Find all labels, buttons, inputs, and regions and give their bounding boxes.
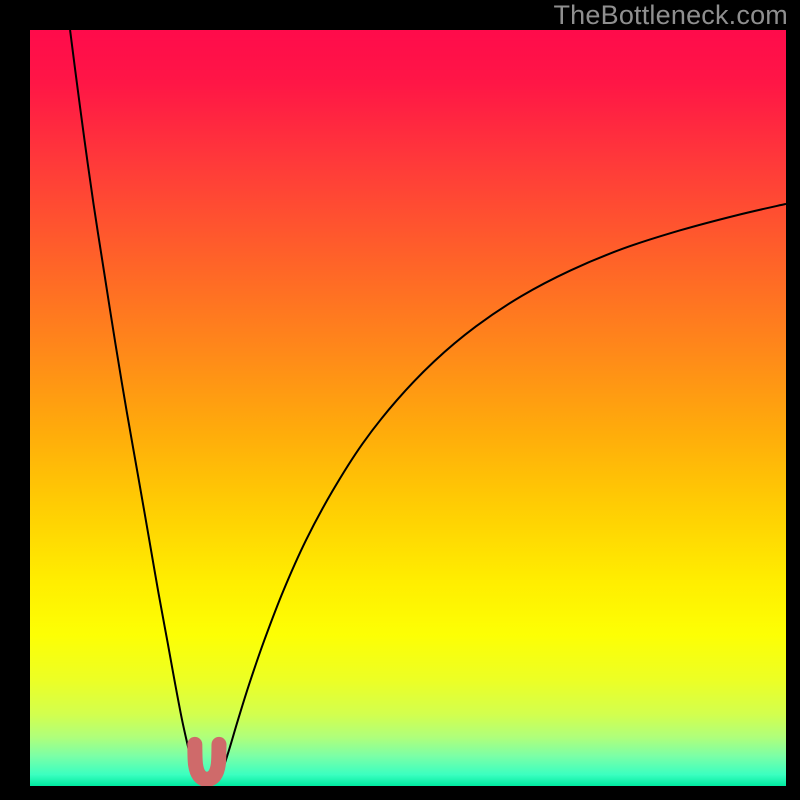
frame-border-right	[786, 0, 800, 800]
frame-border-left	[0, 0, 30, 800]
watermark-text: TheBottleneck.com	[553, 0, 788, 31]
gradient-background	[30, 30, 786, 786]
chart-stage: TheBottleneck.com	[0, 0, 800, 800]
frame-border-bottom	[0, 786, 800, 800]
bottleneck-chart-svg	[0, 0, 800, 800]
